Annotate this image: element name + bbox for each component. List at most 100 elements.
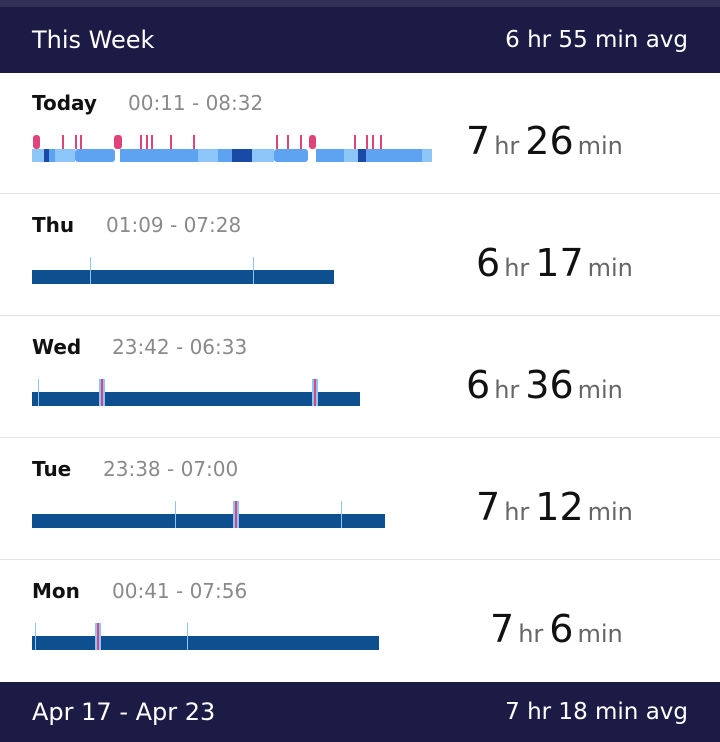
sleep-bar	[32, 392, 360, 406]
awake-marker	[372, 135, 374, 149]
sleep-bar-chart	[32, 379, 360, 406]
sleep-bar	[32, 636, 379, 650]
sleep-time-range: 23:38 - 07:00	[103, 457, 239, 481]
sleep-time-range: 00:41 - 07:56	[112, 579, 248, 603]
day-row-tue[interactable]: Tue 23:38 - 07:00 7 hr 12 min	[0, 439, 720, 560]
sleep-duration: 7 hr 12 min	[476, 485, 633, 529]
previous-week-average: 7 hr 18 min avg	[505, 699, 688, 725]
stage-block	[316, 149, 344, 162]
sleep-bar-chart	[32, 623, 379, 650]
sleep-bar-chart	[32, 501, 385, 528]
duration-hours: 6	[466, 363, 491, 407]
restless-marker	[312, 379, 314, 406]
sleep-duration: 7 hr 26 min	[466, 119, 623, 163]
awake-marker	[380, 135, 382, 149]
stage-block	[49, 149, 55, 162]
stage-block	[198, 149, 218, 162]
duration-minutes: 26	[525, 119, 574, 163]
awake-marker	[276, 135, 278, 149]
day-name: Wed	[32, 335, 82, 359]
restless-marker	[253, 257, 254, 284]
awake-marker	[314, 379, 316, 406]
minutes-unit: min	[577, 132, 623, 160]
duration-minutes: 36	[525, 363, 574, 407]
day-row-wed[interactable]: Wed 23:42 - 06:33 6 hr 36 min	[0, 317, 720, 438]
day-name: Tue	[32, 457, 72, 481]
restless-marker	[237, 501, 239, 528]
minutes-unit: min	[587, 498, 633, 526]
hours-unit: hr	[504, 254, 530, 282]
stage-block	[422, 149, 432, 162]
stage-block	[366, 149, 422, 162]
stage-block	[218, 149, 232, 162]
previous-week-title: Apr 17 - Apr 23	[32, 698, 216, 726]
stage-block	[232, 149, 252, 162]
restless-marker	[341, 501, 342, 528]
minutes-unit: min	[577, 376, 623, 404]
day-name: Today	[32, 91, 97, 115]
stage-block	[274, 149, 308, 162]
top-strip	[0, 0, 720, 7]
awake-marker	[62, 135, 64, 149]
day-name: Mon	[32, 579, 80, 603]
this-week-title: This Week	[32, 26, 155, 54]
awake-marker	[170, 135, 172, 149]
sleep-bar	[32, 514, 385, 528]
awake-marker	[151, 135, 153, 149]
day-row-mon[interactable]: Mon 00:41 - 07:56 7 hr 6 min	[0, 561, 720, 682]
this-week-header[interactable]: This Week 6 hr 55 min avg	[0, 7, 720, 73]
awake-marker	[366, 135, 368, 149]
hours-unit: hr	[504, 498, 530, 526]
restless-marker	[175, 501, 176, 528]
stage-block	[344, 149, 358, 162]
duration-hours: 7	[466, 119, 491, 163]
duration-hours: 6	[476, 241, 501, 285]
hours-unit: hr	[494, 376, 520, 404]
awake-marker	[287, 135, 289, 149]
previous-week-header[interactable]: Apr 17 - Apr 23 7 hr 18 min avg	[0, 682, 720, 742]
sleep-time-range: 23:42 - 06:33	[112, 335, 248, 359]
awake-marker	[80, 135, 82, 149]
duration-minutes: 17	[535, 241, 584, 285]
restless-marker	[99, 623, 101, 650]
stage-block	[32, 149, 44, 162]
awake-marker	[75, 135, 77, 149]
restless-marker	[233, 501, 235, 528]
minutes-unit: min	[577, 620, 623, 648]
awake-marker	[140, 135, 142, 149]
restless-marker	[316, 379, 318, 406]
duration-minutes: 6	[549, 607, 574, 651]
this-week-average: 6 hr 55 min avg	[505, 27, 688, 53]
restless-marker	[99, 379, 101, 406]
day-name: Thu	[32, 213, 75, 237]
sleep-stages-chart	[32, 135, 432, 162]
restless-marker	[38, 379, 39, 406]
sleep-duration: 6 hr 36 min	[466, 363, 623, 407]
hours-unit: hr	[494, 132, 520, 160]
day-row-today[interactable]: Today 00:11 - 08:32	[0, 73, 720, 194]
restless-marker	[35, 623, 36, 650]
awake-marker	[97, 623, 99, 650]
sleep-time-range: 01:09 - 07:28	[106, 213, 242, 237]
stage-block	[55, 149, 75, 162]
awake-marker	[354, 135, 356, 149]
awake-marker	[146, 135, 148, 149]
awake-marker	[309, 135, 316, 149]
duration-hours: 7	[476, 485, 501, 529]
hours-unit: hr	[518, 620, 544, 648]
stage-block	[75, 149, 115, 162]
day-row-thu[interactable]: Thu 01:09 - 07:28 6 hr 17 min	[0, 195, 720, 316]
sleep-time-range: 00:11 - 08:32	[128, 91, 264, 115]
stage-block	[252, 149, 274, 162]
restless-marker	[187, 623, 188, 650]
awake-marker	[300, 135, 302, 149]
sleep-bar	[32, 270, 334, 284]
awake-marker	[114, 135, 122, 149]
awake-marker	[101, 379, 103, 406]
duration-hours: 7	[490, 607, 515, 651]
restless-marker	[103, 379, 105, 406]
awake-marker	[193, 135, 195, 149]
stage-block	[44, 149, 49, 162]
sleep-duration: 7 hr 6 min	[490, 607, 623, 651]
sleep-bar-chart	[32, 257, 334, 284]
